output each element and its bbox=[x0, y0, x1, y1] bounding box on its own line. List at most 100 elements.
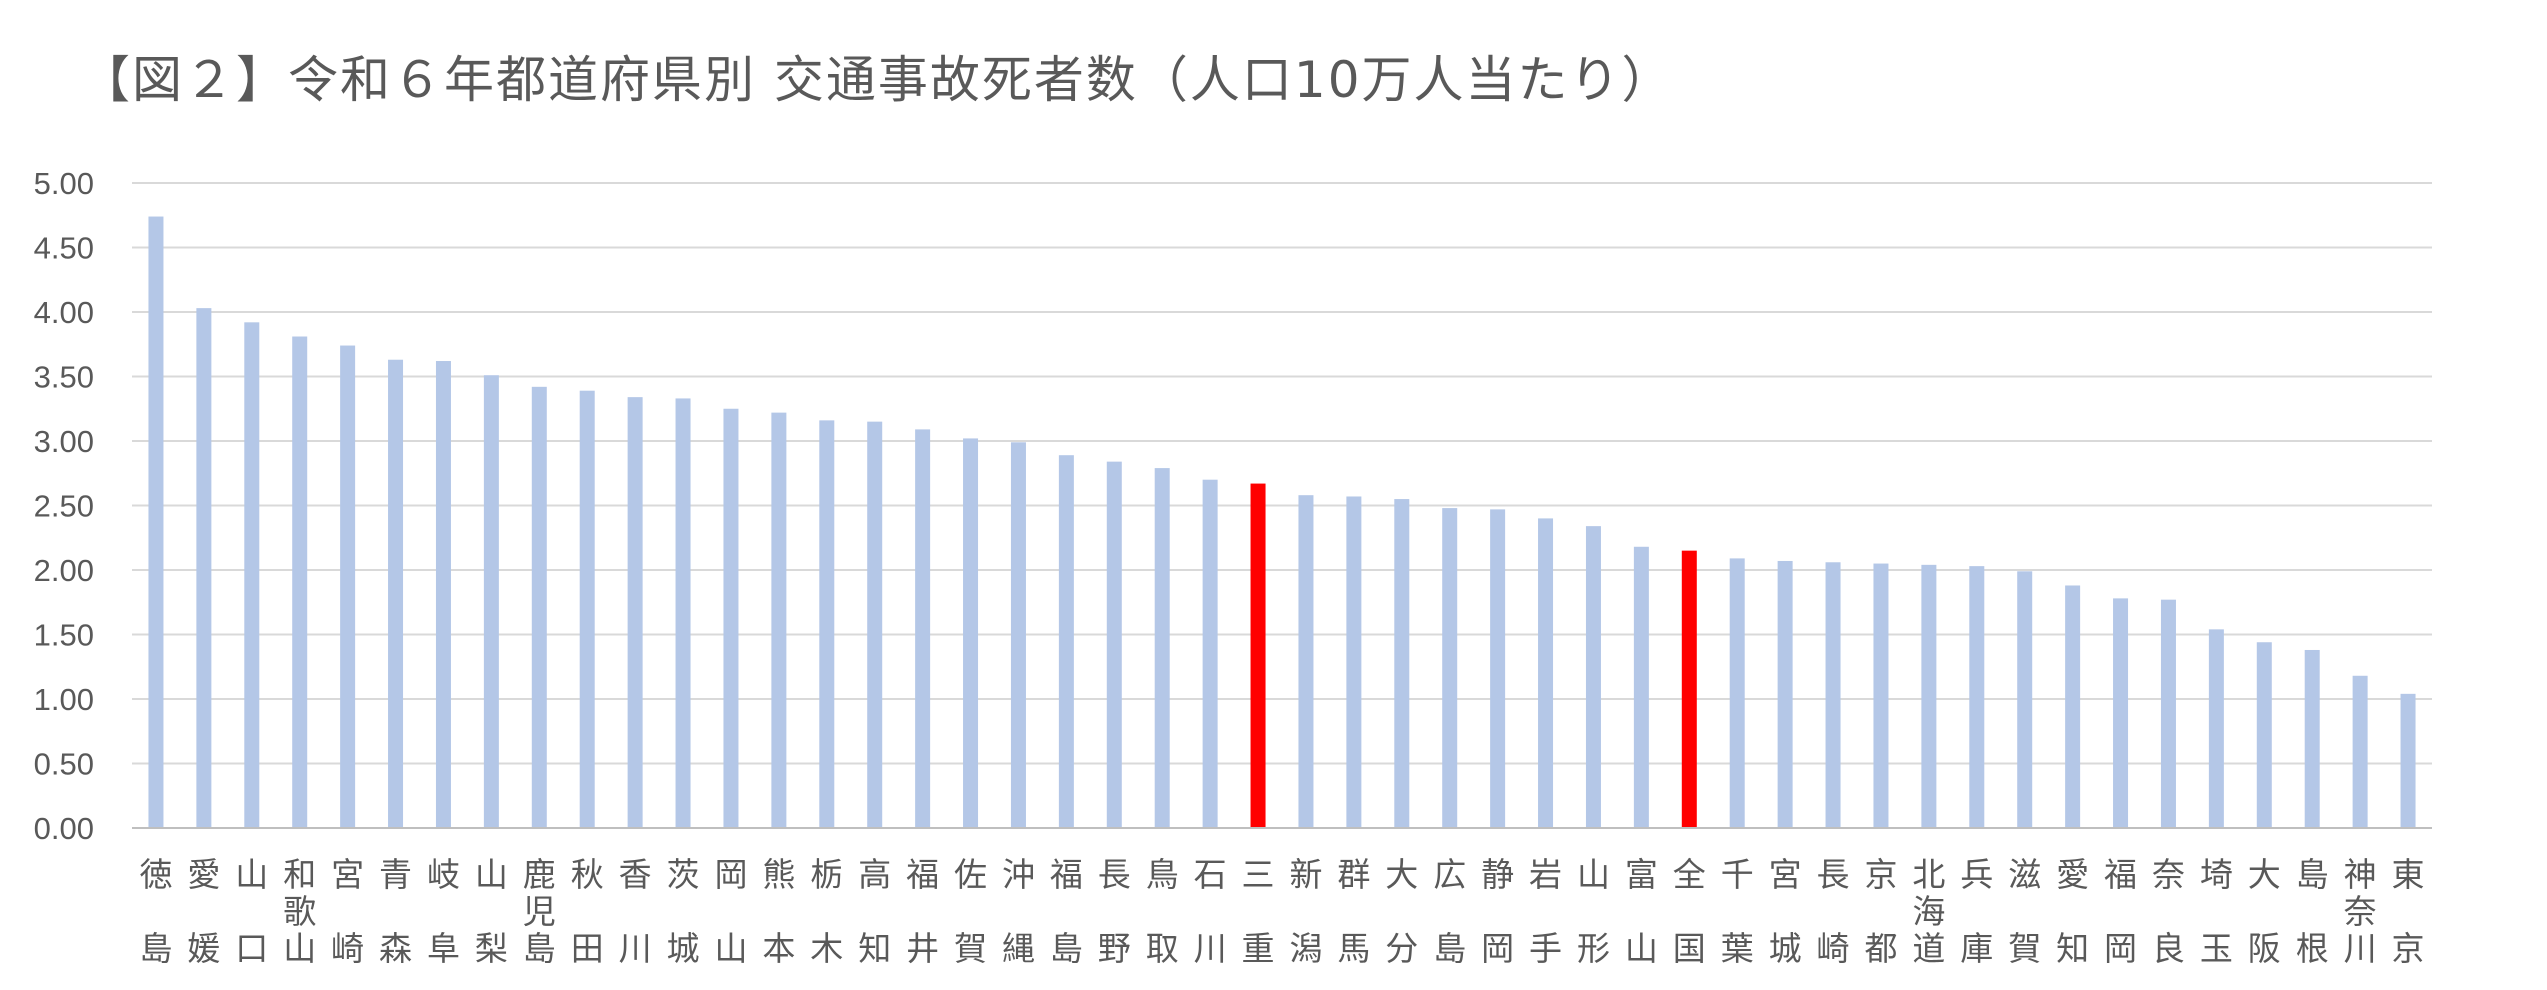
bar bbox=[292, 336, 308, 828]
bar bbox=[1106, 461, 1122, 828]
bar bbox=[1154, 468, 1170, 828]
y-tick-label: 3.00 bbox=[34, 424, 94, 459]
bar bbox=[244, 322, 260, 828]
x-category-label: 熊本 bbox=[762, 855, 795, 968]
x-category-label: 福井 bbox=[906, 855, 939, 968]
y-tick-label: 1.50 bbox=[34, 618, 94, 653]
bar bbox=[1777, 560, 1793, 828]
bar bbox=[1202, 479, 1218, 828]
x-category-label: 宮城 bbox=[1769, 855, 1802, 968]
bar bbox=[1729, 558, 1745, 828]
bar bbox=[2065, 585, 2081, 828]
bar bbox=[1442, 508, 1458, 828]
chart-title: 【図２】令和６年都道府県別 交通事故死者数（人口10万人当たり） bbox=[80, 51, 1674, 109]
bar bbox=[1969, 566, 1985, 828]
bar bbox=[388, 359, 404, 828]
bar bbox=[1538, 518, 1554, 828]
x-category-label: 長崎 bbox=[1817, 855, 1850, 968]
x-category-label: 岩手 bbox=[1529, 855, 1562, 968]
x-category-label: 北海道 bbox=[1912, 855, 1945, 968]
x-category-label: 島根 bbox=[2296, 855, 2329, 968]
bar bbox=[2400, 693, 2416, 828]
x-category-label: 鳥取 bbox=[1146, 855, 1179, 968]
x-category-label: 岐阜 bbox=[427, 855, 460, 968]
x-category-label: 京都 bbox=[1864, 855, 1897, 968]
gridlines bbox=[132, 182, 2432, 765]
bar bbox=[867, 421, 883, 828]
bar bbox=[1873, 563, 1889, 828]
bar bbox=[2017, 571, 2033, 828]
x-category-label: 宮崎 bbox=[331, 855, 364, 968]
bar bbox=[1921, 564, 1937, 828]
x-category-label: 徳島 bbox=[139, 855, 172, 968]
bar bbox=[1394, 499, 1410, 828]
x-category-label: 岡山 bbox=[714, 855, 747, 968]
bar bbox=[1298, 495, 1314, 828]
x-category-label: 山口 bbox=[235, 855, 268, 968]
bar bbox=[963, 438, 979, 828]
bar bbox=[2113, 598, 2129, 828]
y-tick-label: 5.00 bbox=[34, 166, 94, 201]
x-category-label: 神奈川 bbox=[2344, 855, 2377, 968]
x-category-label: 富山 bbox=[1625, 855, 1658, 968]
x-category-label: 鹿児島 bbox=[523, 855, 556, 968]
x-category-label: 三重 bbox=[1242, 855, 1275, 968]
bar bbox=[2256, 642, 2272, 828]
x-category-label: 石川 bbox=[1194, 855, 1227, 968]
bar bbox=[1058, 455, 1074, 828]
bar bbox=[1346, 496, 1362, 828]
bar bbox=[1010, 442, 1026, 828]
bar bbox=[771, 412, 787, 828]
x-axis-category-labels: 徳島愛媛山口和歌山宮崎青森岐阜山梨鹿児島秋田香川茨城岡山熊本栃木高知福井佐賀沖縄… bbox=[139, 855, 2424, 968]
x-category-label: 山形 bbox=[1577, 855, 1610, 968]
y-tick-label: 4.00 bbox=[34, 295, 94, 330]
bar-highlight bbox=[1681, 550, 1697, 828]
bar bbox=[483, 375, 499, 828]
x-category-label: 新潟 bbox=[1289, 855, 1322, 968]
x-category-label: 佐賀 bbox=[954, 855, 987, 968]
x-category-label: 沖縄 bbox=[1002, 855, 1035, 968]
x-category-label: 滋賀 bbox=[2008, 855, 2041, 968]
x-category-label: 奈良 bbox=[2152, 855, 2185, 968]
y-tick-label: 2.00 bbox=[34, 553, 94, 588]
bar bbox=[1825, 562, 1841, 828]
x-category-label: 群馬 bbox=[1337, 855, 1370, 968]
bar bbox=[531, 386, 547, 828]
bars bbox=[148, 216, 2416, 829]
bar bbox=[2160, 599, 2176, 828]
bar bbox=[435, 361, 451, 828]
x-category-label: 広島 bbox=[1433, 855, 1466, 968]
x-category-label: 高知 bbox=[858, 855, 891, 968]
bar bbox=[1633, 546, 1649, 828]
x-category-label: 全国 bbox=[1673, 855, 1706, 968]
y-tick-label: 0.00 bbox=[34, 811, 94, 846]
x-category-label: 愛知 bbox=[2056, 855, 2089, 968]
bar bbox=[2304, 649, 2320, 828]
bar bbox=[148, 216, 164, 829]
bar bbox=[2208, 629, 2224, 828]
x-category-label: 秋田 bbox=[571, 855, 604, 968]
bar bbox=[196, 308, 212, 828]
bar bbox=[627, 397, 643, 828]
bar bbox=[915, 429, 931, 828]
x-category-label: 埼玉 bbox=[2200, 855, 2233, 968]
bar bbox=[1490, 509, 1506, 828]
bar bbox=[675, 398, 691, 828]
x-category-label: 長野 bbox=[1098, 855, 1131, 968]
y-tick-label: 3.50 bbox=[34, 360, 94, 395]
x-category-label: 大分 bbox=[1385, 855, 1418, 968]
bar bbox=[723, 408, 739, 828]
bar bbox=[1585, 526, 1601, 828]
bar bbox=[2352, 675, 2368, 828]
x-category-label: 栃木 bbox=[810, 855, 843, 968]
y-axis-tick-labels: 0.00 0.50 1.00 1.50 2.00 2.50 3.00 3.50 4.00 4.50… bbox=[34, 166, 94, 846]
y-tick-label: 0.50 bbox=[34, 747, 94, 782]
x-category-label: 千葉 bbox=[1721, 855, 1754, 968]
x-category-label: 兵庫 bbox=[1960, 855, 1993, 968]
bar-highlight bbox=[1250, 483, 1266, 828]
bar bbox=[340, 345, 356, 828]
x-category-label: 愛媛 bbox=[187, 855, 220, 968]
bar bbox=[579, 390, 595, 828]
y-tick-label: 4.50 bbox=[34, 231, 94, 266]
